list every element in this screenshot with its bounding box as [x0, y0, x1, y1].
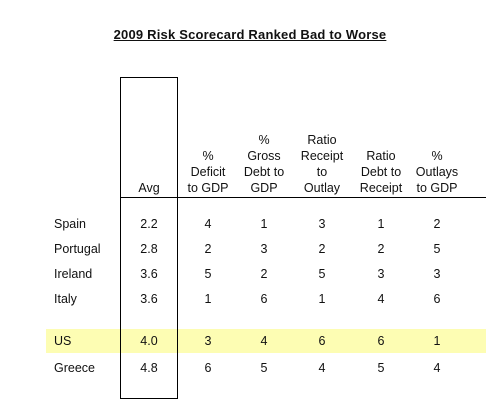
country-label: Greece	[54, 361, 95, 375]
rank-cell-deficit-to-gdp: 2	[204, 242, 212, 256]
header-line: Gross	[247, 149, 281, 163]
header-line: Deficit	[190, 165, 226, 179]
header-line: %	[431, 149, 443, 163]
us-row-highlight	[46, 329, 486, 353]
rank-cell-ratio-debt-to-receipt: 1	[377, 217, 385, 231]
header-line: Debt to	[360, 165, 402, 179]
country-label: Spain	[54, 217, 86, 231]
rank-cell-ratio-receipt-to-outlay: 4	[318, 361, 326, 375]
rank-cell-gross-debt-to-gdp: 4	[260, 334, 268, 348]
rank-cell-outlays-to-gdp: 5	[433, 242, 441, 256]
table-row: US 4.0 3 4 6 6 1	[0, 329, 500, 353]
rank-cell-gross-debt-to-gdp: 3	[260, 242, 268, 256]
header-avg: Avg	[118, 180, 180, 196]
header-line: Outlays	[415, 165, 459, 179]
avg-value: 3.6	[140, 267, 158, 281]
country-label: Portugal	[54, 242, 101, 256]
rank-cell-ratio-debt-to-receipt: 6	[377, 334, 385, 348]
avg-value: 3.6	[140, 292, 158, 306]
header-line: %	[258, 133, 270, 147]
header-line: Avg	[138, 181, 160, 195]
rank-cell-deficit-to-gdp: 3	[204, 334, 212, 348]
rank-cell-deficit-to-gdp: 4	[204, 217, 212, 231]
rank-cell-gross-debt-to-gdp: 5	[260, 361, 268, 375]
country-label: Ireland	[54, 267, 93, 281]
header-outlays-to-gdp: % Outlays to GDP	[406, 148, 468, 196]
rank-cell-ratio-receipt-to-outlay: 5	[318, 267, 326, 281]
header-line: Receipt	[359, 181, 403, 195]
avg-column-box	[120, 77, 178, 399]
header-line: Ratio	[366, 149, 396, 163]
header-line: to GDP	[416, 181, 458, 195]
rank-cell-outlays-to-gdp: 2	[433, 217, 441, 231]
rank-cell-ratio-debt-to-receipt: 2	[377, 242, 385, 256]
rank-cell-outlays-to-gdp: 4	[433, 361, 441, 375]
avg-value: 2.2	[140, 217, 158, 231]
table-row: Spain 2.2 4 1 3 1 2	[0, 212, 500, 236]
avg-value: 2.8	[140, 242, 158, 256]
table-title: 2009 Risk Scorecard Ranked Bad to Worse	[113, 27, 387, 42]
header-line: Debt to	[243, 165, 285, 179]
rank-cell-deficit-to-gdp: 6	[204, 361, 212, 375]
rank-cell-ratio-receipt-to-outlay: 1	[318, 292, 326, 306]
rank-cell-ratio-debt-to-receipt: 3	[377, 267, 385, 281]
country-label: Italy	[54, 292, 77, 306]
header-gross-debt-to-gdp: % Gross Debt to GDP	[233, 132, 295, 196]
avg-value: 4.0	[140, 334, 158, 348]
avg-value: 4.8	[140, 361, 158, 375]
table-row: Italy 3.6 1 6 1 4 6	[0, 287, 500, 311]
header-line: GDP	[250, 181, 278, 195]
header-rule	[120, 197, 486, 198]
rank-cell-gross-debt-to-gdp: 2	[260, 267, 268, 281]
rank-cell-deficit-to-gdp: 5	[204, 267, 212, 281]
header-line: to	[316, 165, 328, 179]
header-line: Receipt	[300, 149, 344, 163]
table-row: Portugal 2.8 2 3 2 2 5	[0, 237, 500, 261]
rank-cell-gross-debt-to-gdp: 6	[260, 292, 268, 306]
rank-cell-outlays-to-gdp: 1	[433, 334, 441, 348]
rank-cell-ratio-receipt-to-outlay: 6	[318, 334, 326, 348]
header-ratio-receipt-to-outlay: Ratio Receipt to Outlay	[291, 132, 353, 196]
rank-cell-ratio-debt-to-receipt: 4	[377, 292, 385, 306]
rank-cell-outlays-to-gdp: 3	[433, 267, 441, 281]
rank-cell-deficit-to-gdp: 1	[204, 292, 212, 306]
table-row: Ireland 3.6 5 2 5 3 3	[0, 262, 500, 286]
rank-cell-ratio-receipt-to-outlay: 2	[318, 242, 326, 256]
rank-cell-ratio-receipt-to-outlay: 3	[318, 217, 326, 231]
rank-cell-ratio-debt-to-receipt: 5	[377, 361, 385, 375]
rank-cell-gross-debt-to-gdp: 1	[260, 217, 268, 231]
header-line: to GDP	[187, 181, 229, 195]
header-line: Outlay	[303, 181, 341, 195]
header-ratio-debt-to-receipt: Ratio Debt to Receipt	[350, 148, 412, 196]
header-line: Ratio	[307, 133, 337, 147]
rank-cell-outlays-to-gdp: 6	[433, 292, 441, 306]
header-deficit-to-gdp: % Deficit to GDP	[177, 148, 239, 196]
table-row: Greece 4.8 6 5 4 5 4	[0, 356, 500, 380]
header-line: %	[202, 149, 214, 163]
country-label: US	[54, 334, 72, 348]
